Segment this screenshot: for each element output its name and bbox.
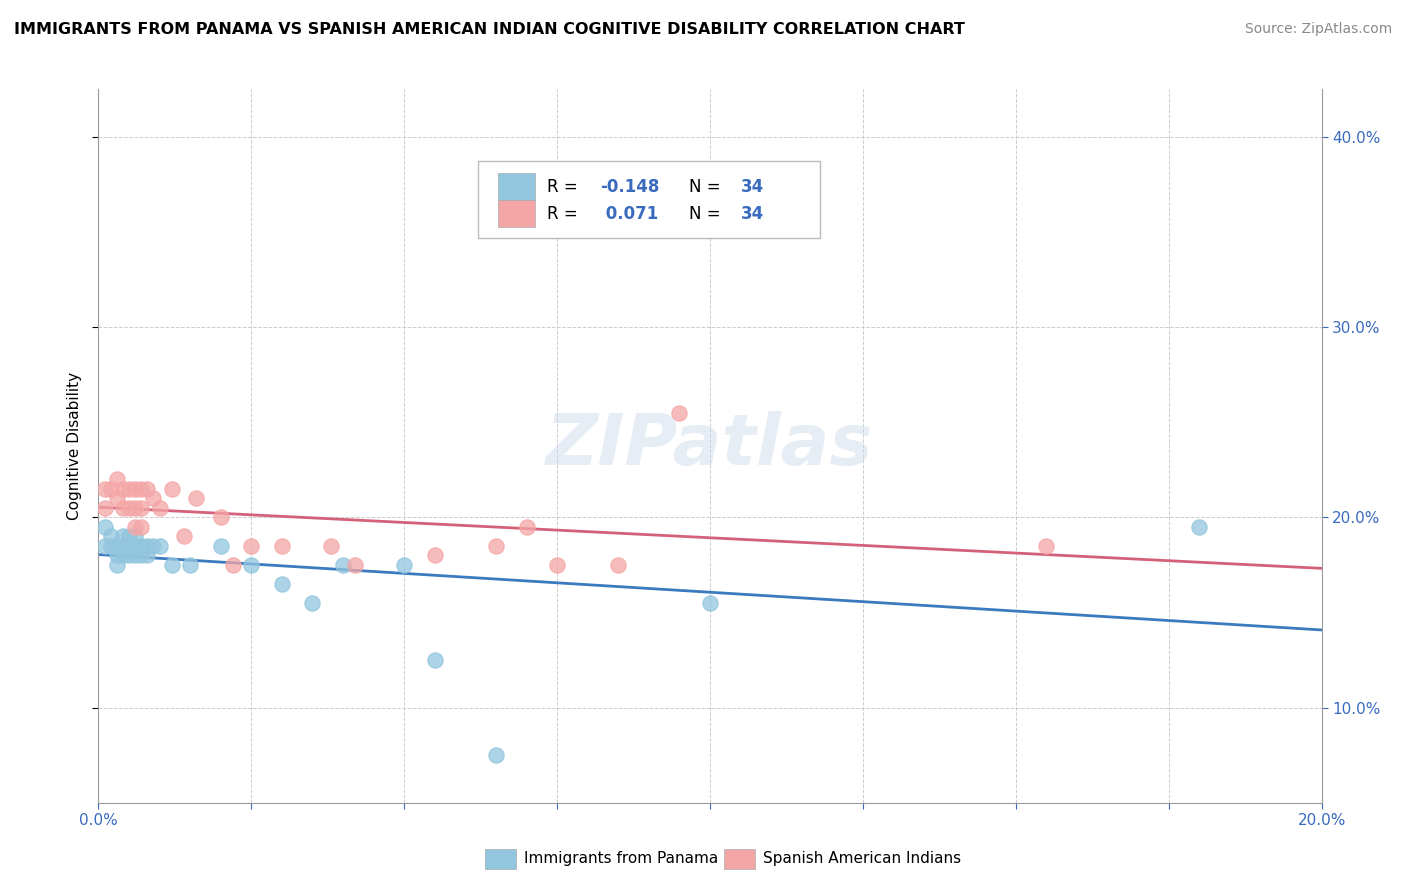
Point bbox=[270, 577, 292, 591]
Point bbox=[149, 539, 172, 553]
Point bbox=[485, 748, 508, 763]
Point bbox=[222, 558, 245, 572]
Point bbox=[105, 539, 128, 553]
Point bbox=[240, 558, 263, 572]
Point bbox=[129, 539, 152, 553]
Point bbox=[124, 539, 146, 553]
Text: R =: R = bbox=[547, 205, 583, 223]
Point bbox=[607, 558, 630, 572]
Point bbox=[93, 520, 115, 534]
Point bbox=[546, 558, 568, 572]
Point bbox=[129, 482, 152, 496]
Point bbox=[118, 549, 141, 563]
Point bbox=[136, 549, 159, 563]
Point bbox=[105, 472, 128, 486]
Point bbox=[129, 520, 152, 534]
Point bbox=[100, 482, 122, 496]
Point bbox=[111, 482, 134, 496]
Point bbox=[344, 558, 367, 572]
Point bbox=[392, 558, 416, 572]
Point bbox=[118, 529, 141, 543]
Text: Immigrants from Panama: Immigrants from Panama bbox=[524, 851, 718, 865]
Point bbox=[124, 520, 146, 534]
Text: -0.148: -0.148 bbox=[600, 178, 659, 196]
Point bbox=[423, 653, 446, 667]
Text: 0.071: 0.071 bbox=[600, 205, 658, 223]
Point bbox=[129, 500, 152, 515]
Point bbox=[319, 539, 342, 553]
Point bbox=[516, 520, 538, 534]
Text: 34: 34 bbox=[741, 178, 763, 196]
Point bbox=[105, 549, 128, 563]
Point bbox=[142, 539, 165, 553]
Point bbox=[332, 558, 354, 572]
Point bbox=[105, 491, 128, 506]
Point bbox=[136, 482, 159, 496]
Point bbox=[160, 482, 183, 496]
Point bbox=[124, 549, 146, 563]
Text: N =: N = bbox=[689, 178, 725, 196]
Text: IMMIGRANTS FROM PANAMA VS SPANISH AMERICAN INDIAN COGNITIVE DISABILITY CORRELATI: IMMIGRANTS FROM PANAMA VS SPANISH AMERIC… bbox=[14, 22, 965, 37]
Point bbox=[124, 482, 146, 496]
Point bbox=[485, 539, 508, 553]
Point bbox=[105, 558, 128, 572]
Point bbox=[240, 539, 263, 553]
Point bbox=[129, 549, 152, 563]
Point bbox=[100, 529, 122, 543]
Text: N =: N = bbox=[689, 205, 725, 223]
FancyBboxPatch shape bbox=[498, 200, 536, 227]
Point bbox=[93, 500, 115, 515]
Point bbox=[668, 406, 690, 420]
Point bbox=[118, 539, 141, 553]
Y-axis label: Cognitive Disability: Cognitive Disability bbox=[66, 372, 82, 520]
Text: 34: 34 bbox=[741, 205, 763, 223]
Point bbox=[124, 529, 146, 543]
Point bbox=[136, 539, 159, 553]
Point bbox=[270, 539, 292, 553]
Point bbox=[209, 539, 232, 553]
Point bbox=[111, 500, 134, 515]
Point bbox=[118, 482, 141, 496]
Point bbox=[1188, 520, 1211, 534]
Point bbox=[186, 491, 208, 506]
Point bbox=[1035, 539, 1057, 553]
Point bbox=[160, 558, 183, 572]
FancyBboxPatch shape bbox=[498, 173, 536, 200]
Text: Spanish American Indians: Spanish American Indians bbox=[763, 851, 962, 865]
Point bbox=[699, 596, 721, 610]
Point bbox=[142, 491, 165, 506]
Point bbox=[93, 539, 115, 553]
Point bbox=[93, 482, 115, 496]
Text: R =: R = bbox=[547, 178, 583, 196]
Point bbox=[301, 596, 323, 610]
Point bbox=[179, 558, 201, 572]
Point bbox=[124, 500, 146, 515]
Point bbox=[423, 549, 446, 563]
Text: Source: ZipAtlas.com: Source: ZipAtlas.com bbox=[1244, 22, 1392, 37]
Point bbox=[209, 510, 232, 524]
Point bbox=[173, 529, 195, 543]
FancyBboxPatch shape bbox=[478, 161, 820, 237]
Point bbox=[111, 529, 134, 543]
Point bbox=[100, 539, 122, 553]
Point bbox=[111, 539, 134, 553]
Point bbox=[149, 500, 172, 515]
Point bbox=[111, 549, 134, 563]
Point bbox=[118, 500, 141, 515]
Text: ZIPatlas: ZIPatlas bbox=[547, 411, 873, 481]
